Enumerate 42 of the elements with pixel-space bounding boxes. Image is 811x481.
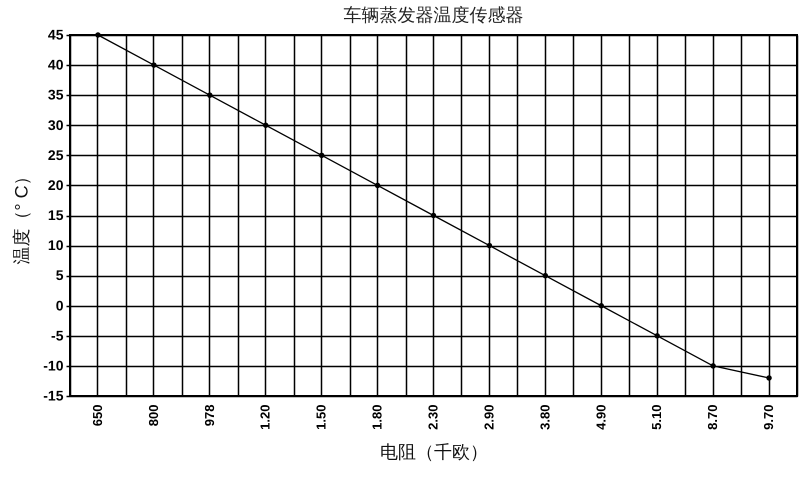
x-tick-label: 1.20 bbox=[258, 404, 273, 430]
x-tick-label: 9.70 bbox=[761, 404, 776, 430]
y-tick-label: 0 bbox=[56, 297, 64, 314]
point bbox=[542, 272, 548, 278]
point bbox=[374, 182, 380, 188]
point bbox=[766, 375, 772, 381]
point bbox=[430, 212, 436, 218]
y-tick-label: 15 bbox=[48, 207, 64, 223]
y-tick-label: 45 bbox=[48, 26, 64, 42]
x-tick-label: 800 bbox=[146, 404, 161, 426]
x-tick-label: 4.90 bbox=[593, 404, 608, 430]
x-tick-label: 3.80 bbox=[537, 404, 552, 430]
y-tick-label: 25 bbox=[48, 146, 64, 163]
x-tick-label: 2.30 bbox=[426, 404, 440, 430]
point bbox=[262, 122, 268, 128]
point bbox=[710, 363, 716, 369]
x-tick-label: 650 bbox=[90, 404, 105, 426]
x-axis-title: 电阻（千欧） bbox=[380, 442, 488, 462]
point bbox=[486, 242, 492, 248]
y-axis-title: 温度（° C） bbox=[11, 167, 32, 265]
y-tick-label: -5 bbox=[51, 327, 64, 344]
x-tick-label: 5.10 bbox=[649, 404, 664, 430]
point bbox=[207, 92, 213, 98]
y-tick-label: 35 bbox=[48, 86, 64, 103]
y-tick-label: -10 bbox=[43, 357, 64, 374]
y-tick-label: 10 bbox=[48, 237, 64, 254]
x-tick-label: 1.80 bbox=[370, 404, 385, 430]
chart-title: 车辆蒸发器温度传感器 bbox=[344, 5, 524, 25]
point bbox=[95, 32, 101, 38]
x-tick-label: 1.50 bbox=[314, 404, 329, 430]
y-tick-label: 40 bbox=[48, 56, 64, 73]
x-tick-label: 8.70 bbox=[705, 404, 720, 430]
y-tick-label: -15 bbox=[43, 388, 64, 404]
point bbox=[598, 303, 604, 308]
y-tick-label: 5 bbox=[56, 267, 64, 284]
x-tick-label: 2.90 bbox=[481, 404, 496, 430]
point bbox=[318, 152, 324, 158]
x-tick-label: 978 bbox=[202, 404, 217, 426]
point bbox=[151, 62, 157, 68]
point bbox=[654, 333, 660, 339]
y-tick-label: 30 bbox=[48, 116, 64, 133]
y-tick-label: 20 bbox=[48, 176, 64, 193]
